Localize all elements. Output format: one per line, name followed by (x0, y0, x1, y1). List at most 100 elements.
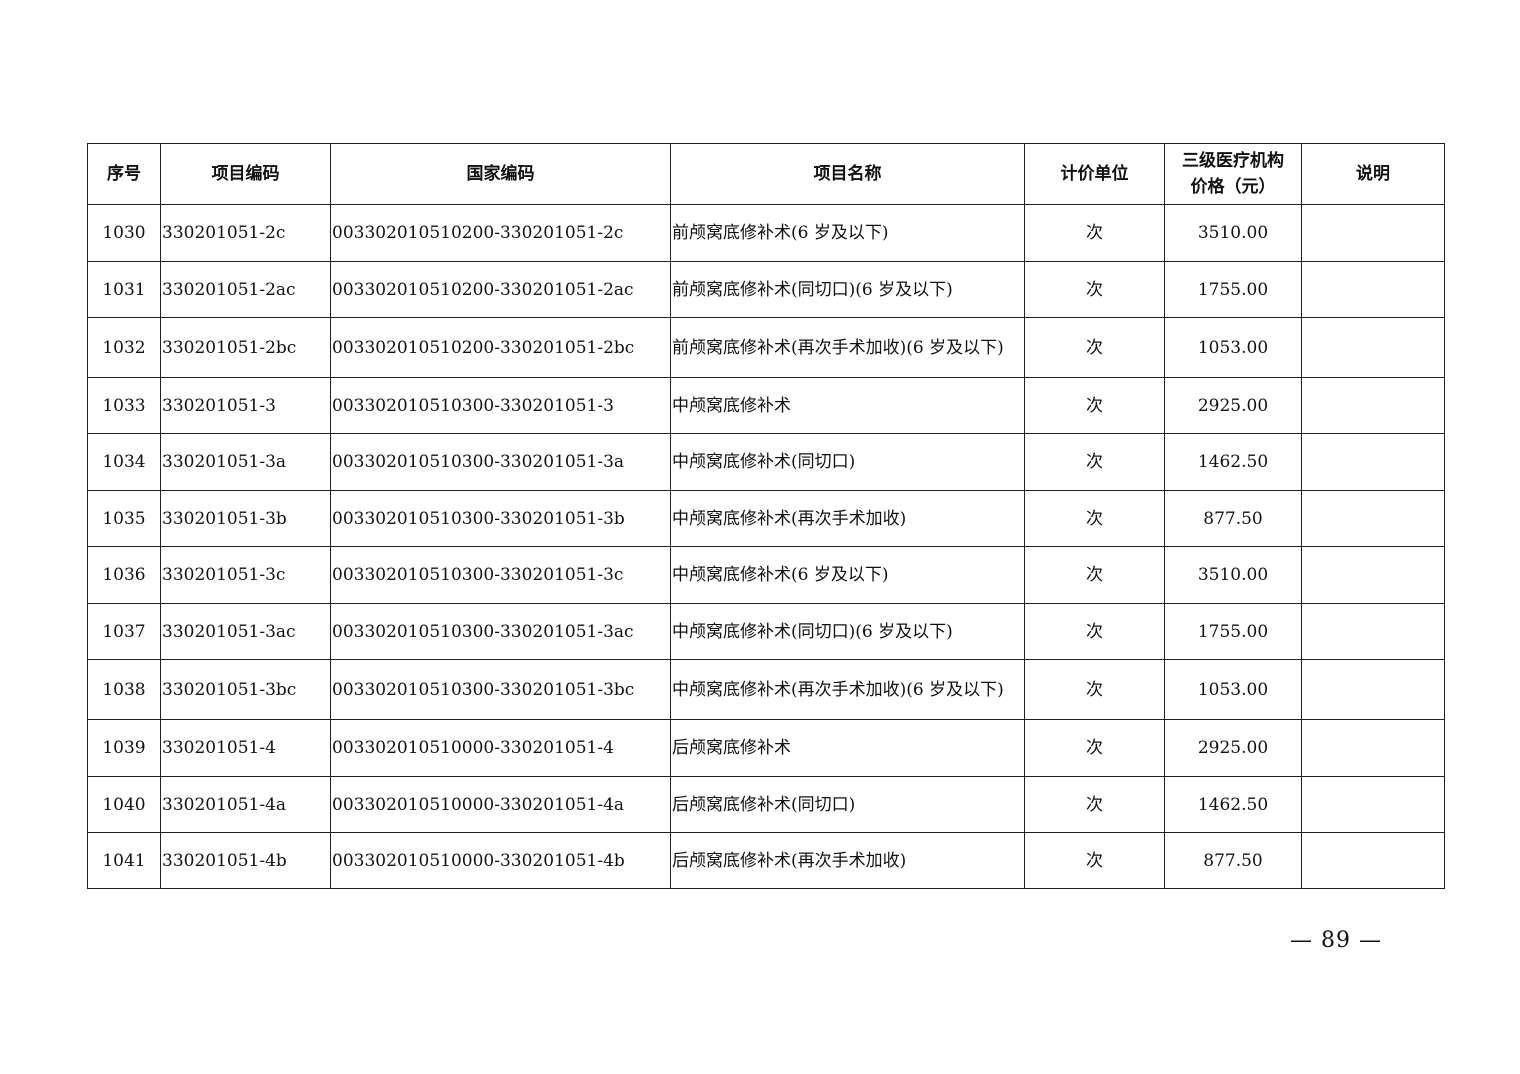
cell-note (1301, 776, 1445, 833)
cell-unit: 次 (1024, 490, 1165, 547)
cell-note (1301, 433, 1445, 491)
cell-seq: 1032 (87, 317, 161, 378)
cell-note (1301, 832, 1445, 889)
cell-item-name: 中颅窝底修补术(同切口)(6 岁及以下) (670, 603, 1025, 660)
table-row: 1039 330201051-4 003302010510000-330201051… (87, 719, 1445, 777)
cell-item-code: 330201051-2bc (160, 317, 331, 378)
cell-item-code: 330201051-4b (160, 832, 331, 889)
cell-item-name: 中颅窝底修补术(再次手术加收)(6 岁及以下) (670, 659, 1025, 720)
cell-item-code: 330201051-3a (160, 433, 331, 491)
cell-seq: 1040 (87, 776, 161, 833)
cell-item-name: 后颅窝底修补术 (670, 719, 1025, 777)
cell-item-name: 中颅窝底修补术 (670, 377, 1025, 434)
cell-item-name: 后颅窝底修补术(同切口) (670, 776, 1025, 833)
cell-national-code: 003302010510000-330201051-4b (330, 832, 671, 889)
cell-national-code: 003302010510300-330201051-3b (330, 490, 671, 547)
cell-price: 1053.00 (1164, 659, 1302, 720)
table-row: 1036 330201051-3c 003302010510300-33020105… (87, 546, 1445, 604)
cell-note (1301, 377, 1445, 434)
table-row: 1030 330201051-2c 003302010510200-33020105… (87, 204, 1445, 262)
cell-note (1301, 490, 1445, 547)
cell-note (1301, 317, 1445, 378)
cell-national-code: 003302010510300-330201051-3c (330, 546, 671, 604)
cell-seq: 1034 (87, 433, 161, 491)
cell-price: 1462.50 (1164, 776, 1302, 833)
cell-price: 1755.00 (1164, 261, 1302, 318)
cell-unit: 次 (1024, 377, 1165, 434)
table-row: 1041 330201051-4b 003302010510000-33020105… (87, 832, 1445, 889)
cell-note (1301, 603, 1445, 660)
cell-price: 3510.00 (1164, 546, 1302, 604)
cell-unit: 次 (1024, 433, 1165, 491)
table-row: 1031 330201051-2ac 003302010510200-3302010… (87, 261, 1445, 318)
cell-item-name: 前颅窝底修补术(6 岁及以下) (670, 204, 1025, 262)
cell-unit: 次 (1024, 204, 1165, 262)
cell-item-code: 330201051-3bc (160, 659, 331, 720)
cell-unit: 次 (1024, 261, 1165, 318)
cell-price: 1755.00 (1164, 603, 1302, 660)
cell-unit: 次 (1024, 776, 1165, 833)
price-table: 序号 项目编码 国家编码 项目名称 计价单位 三级医疗机构价格（元） 说明 10… (87, 143, 1445, 889)
cell-item-name: 中颅窝底修补术(6 岁及以下) (670, 546, 1025, 604)
table-row: 1040 330201051-4a 003302010510000-33020105… (87, 776, 1445, 833)
cell-price: 3510.00 (1164, 204, 1302, 262)
table-header-row: 序号 项目编码 国家编码 项目名称 计价单位 三级医疗机构价格（元） 说明 (87, 143, 1445, 205)
cell-unit: 次 (1024, 832, 1165, 889)
cell-item-code: 330201051-3b (160, 490, 331, 547)
cell-item-name: 中颅窝底修补术(再次手术加收) (670, 490, 1025, 547)
cell-item-code: 330201051-3 (160, 377, 331, 434)
cell-unit: 次 (1024, 603, 1165, 660)
cell-item-name: 后颅窝底修补术(再次手术加收) (670, 832, 1025, 889)
header-item-code: 项目编码 (160, 143, 331, 205)
cell-seq: 1031 (87, 261, 161, 318)
cell-national-code: 003302010510300-330201051-3bc (330, 659, 671, 720)
page-number: — 89 — (1290, 928, 1382, 953)
cell-price: 877.50 (1164, 490, 1302, 547)
cell-item-code: 330201051-2c (160, 204, 331, 262)
cell-national-code: 003302010510300-330201051-3a (330, 433, 671, 491)
cell-item-code: 330201051-3c (160, 546, 331, 604)
cell-price: 2925.00 (1164, 719, 1302, 777)
cell-note (1301, 204, 1445, 262)
cell-national-code: 003302010510300-330201051-3ac (330, 603, 671, 660)
table-row: 1033 330201051-3 003302010510300-330201051… (87, 377, 1445, 434)
cell-national-code: 003302010510200-330201051-2c (330, 204, 671, 262)
cell-item-name: 前颅窝底修补术(同切口)(6 岁及以下) (670, 261, 1025, 318)
cell-national-code: 003302010510000-330201051-4a (330, 776, 671, 833)
cell-item-code: 330201051-3ac (160, 603, 331, 660)
table-row: 1034 330201051-3a 003302010510300-33020105… (87, 433, 1445, 491)
cell-item-code: 330201051-4 (160, 719, 331, 777)
table-row: 1037 330201051-3ac 003302010510300-3302010… (87, 603, 1445, 660)
cell-seq: 1038 (87, 659, 161, 720)
cell-item-code: 330201051-4a (160, 776, 331, 833)
cell-seq: 1036 (87, 546, 161, 604)
cell-seq: 1033 (87, 377, 161, 434)
cell-price: 1053.00 (1164, 317, 1302, 378)
header-item-name: 项目名称 (670, 143, 1025, 205)
cell-seq: 1037 (87, 603, 161, 660)
cell-seq: 1030 (87, 204, 161, 262)
cell-seq: 1041 (87, 832, 161, 889)
table-row: 1035 330201051-3b 003302010510300-33020105… (87, 490, 1445, 547)
cell-item-name: 中颅窝底修补术(同切口) (670, 433, 1025, 491)
cell-unit: 次 (1024, 659, 1165, 720)
cell-seq: 1039 (87, 719, 161, 777)
cell-note (1301, 719, 1445, 777)
cell-seq: 1035 (87, 490, 161, 547)
header-note: 说明 (1301, 143, 1445, 205)
table-row: 1038 330201051-3bc 003302010510300-3302010… (87, 659, 1445, 720)
cell-national-code: 003302010510300-330201051-3 (330, 377, 671, 434)
cell-unit: 次 (1024, 719, 1165, 777)
cell-price: 877.50 (1164, 832, 1302, 889)
header-national-code: 国家编码 (330, 143, 671, 205)
header-unit: 计价单位 (1024, 143, 1165, 205)
cell-unit: 次 (1024, 546, 1165, 604)
cell-national-code: 003302010510200-330201051-2bc (330, 317, 671, 378)
header-price: 三级医疗机构价格（元） (1164, 143, 1302, 205)
cell-price: 1462.50 (1164, 433, 1302, 491)
cell-note (1301, 546, 1445, 604)
header-seq: 序号 (87, 143, 161, 205)
cell-national-code: 003302010510000-330201051-4 (330, 719, 671, 777)
cell-item-code: 330201051-2ac (160, 261, 331, 318)
cell-price: 2925.00 (1164, 377, 1302, 434)
